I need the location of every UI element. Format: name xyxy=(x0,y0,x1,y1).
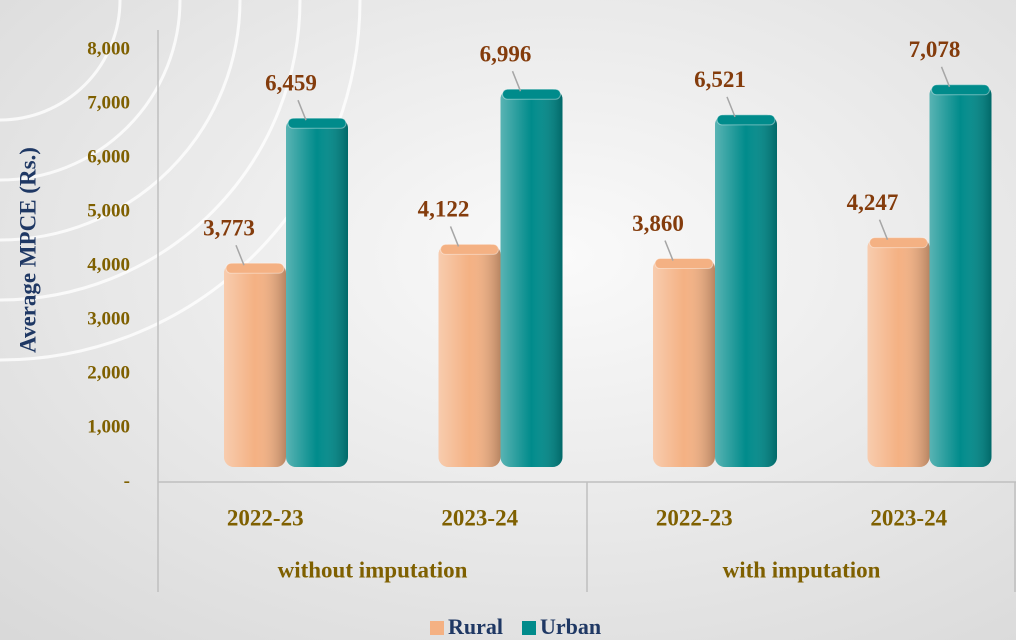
label-leader xyxy=(878,219,889,240)
label-leader xyxy=(297,99,307,121)
legend-label: Rural xyxy=(448,614,503,639)
data-label: 3,773 xyxy=(203,216,255,241)
legend-swatch xyxy=(522,621,536,635)
bar-top xyxy=(931,84,990,96)
bar-shade xyxy=(438,244,501,467)
bar-top xyxy=(654,258,714,270)
y-tick-label: 7,000 xyxy=(87,92,130,113)
label-leader xyxy=(940,66,951,88)
y-tick-label: 2,000 xyxy=(87,362,130,383)
y-tick-label: 4,000 xyxy=(87,254,130,275)
y-axis-title: Average MPCE (Rs.) xyxy=(15,147,40,353)
x-tick-label: 2022-23 xyxy=(656,505,733,530)
data-label: 4,122 xyxy=(418,197,470,222)
y-tick-label: 1,000 xyxy=(87,416,130,437)
bar-shade xyxy=(867,237,930,467)
data-label: 4,247 xyxy=(847,190,899,215)
bar-shade xyxy=(224,263,286,467)
bar-top xyxy=(869,237,928,249)
data-label: 6,459 xyxy=(265,70,317,95)
data-label: 6,521 xyxy=(694,67,746,92)
y-tick-label: 6,000 xyxy=(87,146,130,167)
label-leader xyxy=(726,96,736,118)
x-tick-label: 2023-24 xyxy=(870,505,947,530)
data-label: 6,996 xyxy=(480,41,532,66)
x-tick-label: 2022-23 xyxy=(227,505,304,530)
label-leader xyxy=(664,240,674,261)
legend-swatch xyxy=(430,621,444,635)
bar-top xyxy=(502,88,561,100)
bar-shade xyxy=(286,118,348,468)
label-leader xyxy=(449,226,460,247)
label-leader xyxy=(235,244,245,266)
bar-shade xyxy=(929,84,992,468)
data-label: 7,078 xyxy=(909,37,961,62)
y-tick-label: 3,000 xyxy=(87,308,130,329)
x-tick-label: 2023-24 xyxy=(441,505,518,530)
group-label: without imputation xyxy=(278,557,468,582)
group-label: with imputation xyxy=(723,557,881,582)
y-tick-label: - xyxy=(124,470,130,491)
bar-shade xyxy=(500,89,563,467)
bar-top xyxy=(440,243,499,255)
bar-shade xyxy=(653,258,715,467)
bar-top xyxy=(225,262,285,274)
bar-shade xyxy=(715,114,777,467)
bar-top xyxy=(287,117,347,129)
y-tick-label: 8,000 xyxy=(87,38,130,59)
y-tick-label: 5,000 xyxy=(87,200,130,221)
bar-top xyxy=(716,114,776,126)
label-leader xyxy=(511,70,522,92)
data-label: 3,860 xyxy=(632,211,684,236)
legend-label: Urban xyxy=(540,614,601,639)
